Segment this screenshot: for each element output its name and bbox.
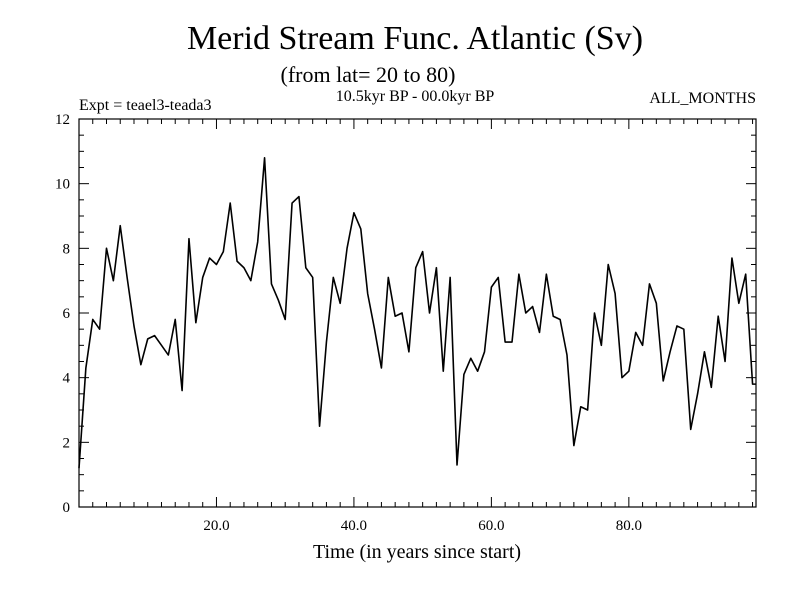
y-tick-label: 0 bbox=[63, 500, 71, 516]
x-tick-label: 60.0 bbox=[478, 518, 504, 534]
period-label: 10.5kyr BP - 00.0kyr BP bbox=[336, 88, 495, 105]
y-tick-label: 10 bbox=[55, 177, 70, 193]
y-tick-label: 4 bbox=[63, 371, 71, 387]
y-tick-label: 12 bbox=[55, 112, 70, 128]
x-tick-label: 80.0 bbox=[616, 518, 642, 534]
x-axis-label: Time (in years since start) bbox=[313, 541, 521, 563]
chart-title: Merid Stream Func. Atlantic (Sv) bbox=[187, 20, 643, 57]
y-tick-label: 2 bbox=[63, 435, 71, 451]
experiment-label: Expt = teael3-teada3 bbox=[79, 97, 212, 114]
axis-tick-labels: 20.0 40.0 60.0 80.0 0 2 4 6 8 10 12 bbox=[55, 112, 642, 534]
x-tick-label: 40.0 bbox=[341, 518, 367, 534]
series-line bbox=[78, 157, 756, 469]
months-label: ALL_MONTHS bbox=[649, 90, 756, 107]
plot-frame bbox=[78, 118, 757, 508]
x-tick-label: 20.0 bbox=[203, 518, 229, 534]
axis-ticks bbox=[79, 118, 756, 508]
series-group bbox=[78, 157, 756, 469]
y-tick-label: 6 bbox=[63, 306, 71, 322]
y-tick-label: 8 bbox=[63, 241, 71, 257]
chart-subtitle: (from lat= 20 to 80) bbox=[281, 62, 456, 87]
